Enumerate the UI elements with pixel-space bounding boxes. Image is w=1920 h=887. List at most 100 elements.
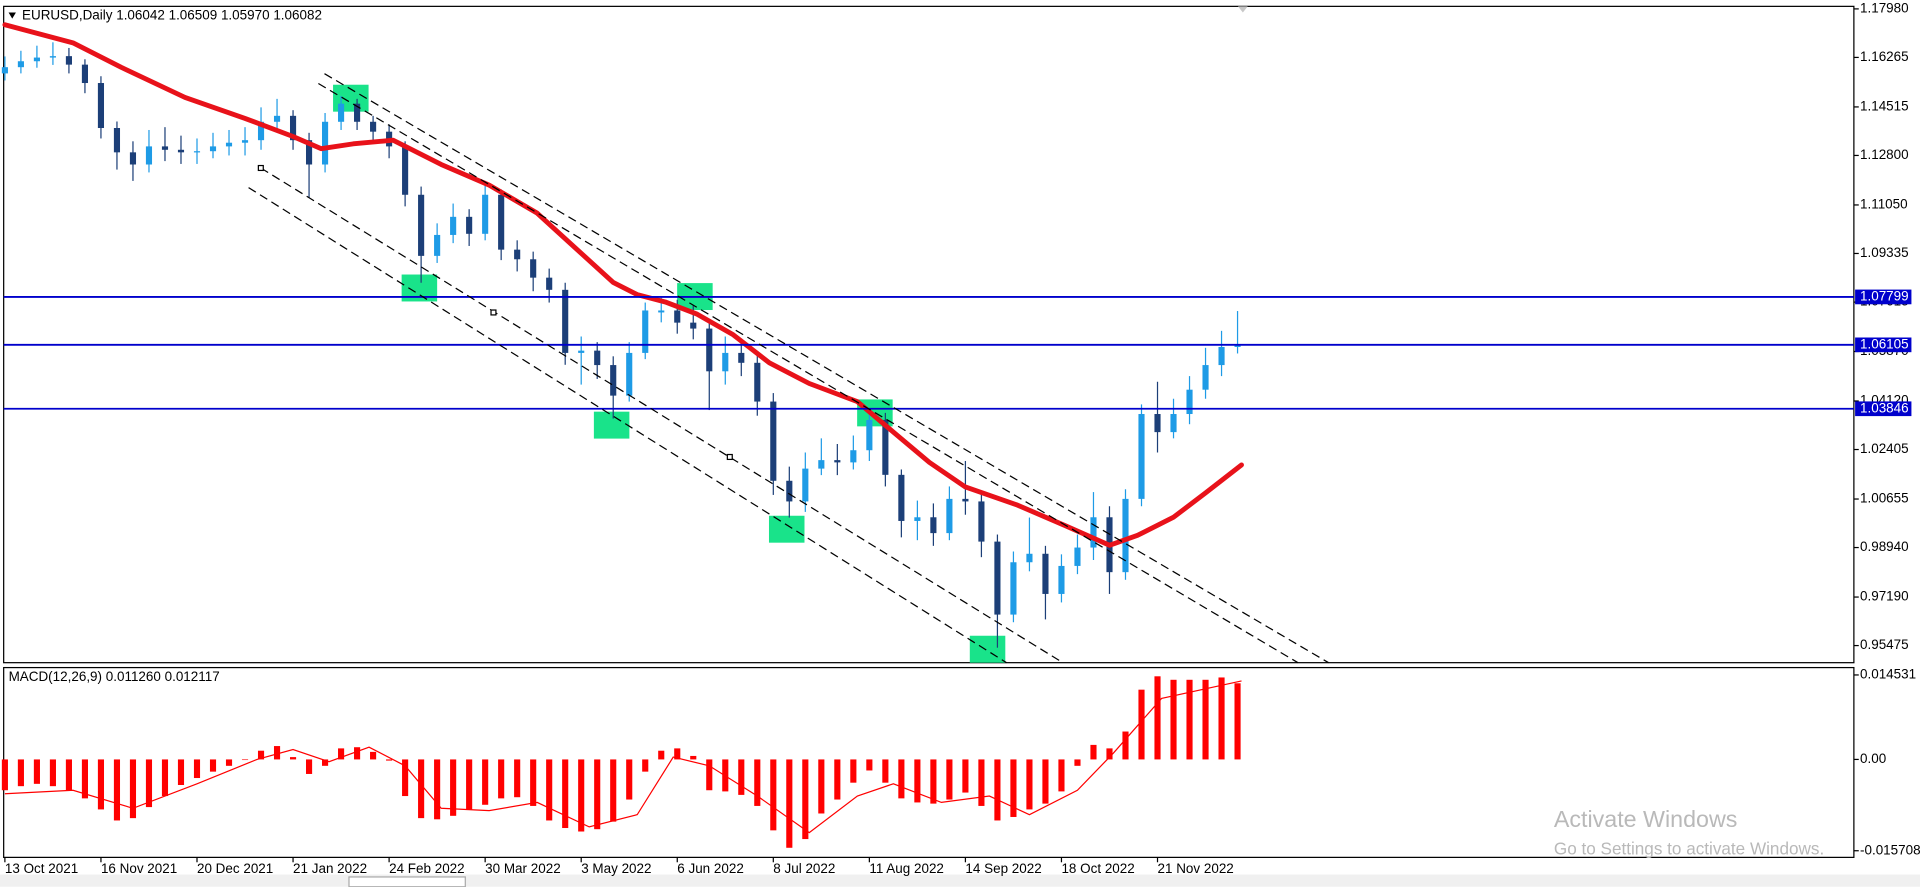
candle-body [706, 328, 713, 372]
histogram-bar [289, 757, 297, 760]
histogram-bar [161, 759, 169, 797]
histogram-bar [1058, 759, 1065, 792]
histogram-bar [626, 759, 633, 800]
candle-body [1026, 553, 1033, 563]
candle-body [898, 474, 905, 521]
candle-body [305, 140, 313, 165]
candle-body [1, 67, 8, 74]
histogram-bar [113, 759, 121, 821]
candle-body [1170, 414, 1177, 433]
histogram-bar [65, 759, 72, 791]
histogram-bar [1218, 677, 1225, 760]
y-tick-label: 0.95475 [1860, 637, 1909, 652]
anchor-point[interactable] [490, 309, 497, 316]
menu-arrow[interactable] [8, 12, 16, 19]
x-tick-label: 16 Nov 2021 [101, 861, 177, 876]
x-tick-label: 21 Nov 2022 [1158, 861, 1234, 876]
histogram-bar [690, 755, 697, 760]
histogram-bar [498, 759, 505, 799]
candle-body [626, 352, 633, 396]
x-tick-label: 18 Oct 2022 [1061, 861, 1134, 876]
y-tick-label: 1.09335 [1860, 245, 1909, 260]
tab-strip [0, 874, 1920, 887]
candle-body [97, 83, 105, 129]
histogram-bar [850, 759, 857, 783]
candle-body [1154, 414, 1161, 433]
y-tick-label: 0.97190 [1860, 589, 1909, 604]
histogram-bar [1122, 731, 1129, 760]
candle-body [129, 152, 137, 165]
candle-body [658, 310, 665, 313]
x-tick-label: 21 Jan 2022 [293, 861, 367, 876]
histogram-bar [530, 759, 537, 806]
histogram-bar [370, 751, 377, 760]
histogram-bar [354, 747, 361, 760]
histogram-bar [273, 746, 281, 760]
histogram-bar [914, 759, 921, 803]
histogram-bar [177, 759, 185, 786]
shift-marker [1237, 6, 1248, 13]
candle-body [81, 64, 89, 84]
histogram-bar [930, 759, 937, 804]
x-tick-label: 30 Mar 2022 [485, 861, 561, 876]
candle-body [738, 352, 745, 363]
candle-body [978, 501, 985, 542]
candle-body [1234, 345, 1241, 347]
histogram-bar [450, 759, 457, 816]
candle-body [674, 310, 681, 323]
anchor-point[interactable] [726, 453, 733, 461]
tab[interactable] [348, 876, 466, 887]
histogram-bar [786, 759, 793, 848]
x-tick-label: 20 Dec 2021 [197, 861, 273, 876]
histogram-bar [866, 759, 873, 771]
candle-body [866, 419, 873, 451]
anchor-point[interactable] [257, 164, 264, 172]
price-label-box [1855, 337, 1912, 353]
y-tick-label: 1.16265 [1860, 49, 1909, 64]
histogram-bar [145, 759, 153, 808]
candle-body [322, 121, 329, 165]
histogram-bar [209, 759, 217, 772]
candle-body [594, 350, 601, 366]
histogram-bar [482, 759, 489, 805]
histogram-bar [1170, 679, 1177, 760]
histogram-bar [514, 759, 521, 798]
histogram-bar [129, 759, 137, 819]
candle-body [514, 249, 521, 260]
candle-body [466, 216, 473, 234]
signal-line [4, 680, 1242, 834]
y-tick-label: 0.014531 [1860, 667, 1916, 682]
histogram-bar [1202, 679, 1209, 760]
marker [593, 411, 630, 439]
histogram-bar [225, 759, 233, 766]
histogram-bar [1074, 759, 1081, 766]
candle-body [610, 365, 617, 396]
histogram-bar [994, 759, 1001, 821]
candle-body [1058, 565, 1065, 594]
histogram-bar [97, 759, 105, 810]
candle-body [338, 103, 345, 122]
candle-body [1202, 365, 1209, 390]
histogram-bar [17, 759, 24, 787]
marker [768, 515, 805, 543]
histogram-bar [674, 748, 681, 760]
histogram-bar [402, 759, 409, 797]
histogram-bar [962, 759, 969, 793]
candle-body [498, 194, 505, 250]
x-tick-label: 13 Oct 2021 [5, 861, 78, 876]
candle-body [850, 450, 857, 463]
candle-body [1122, 498, 1129, 573]
candle-body [930, 517, 937, 534]
x-tick-label: 14 Sep 2022 [965, 861, 1041, 876]
histogram-bar [642, 759, 649, 772]
candle-body [1186, 389, 1193, 415]
histogram-bar [338, 748, 345, 760]
candle-body [1218, 346, 1225, 366]
y-tick-label: 1.02405 [1860, 441, 1909, 456]
histogram-bar [257, 750, 265, 760]
price-label: 1.07799 [1860, 288, 1909, 303]
candle-body [177, 149, 185, 153]
channel-line [248, 187, 1007, 664]
histogram-bar [946, 759, 953, 800]
